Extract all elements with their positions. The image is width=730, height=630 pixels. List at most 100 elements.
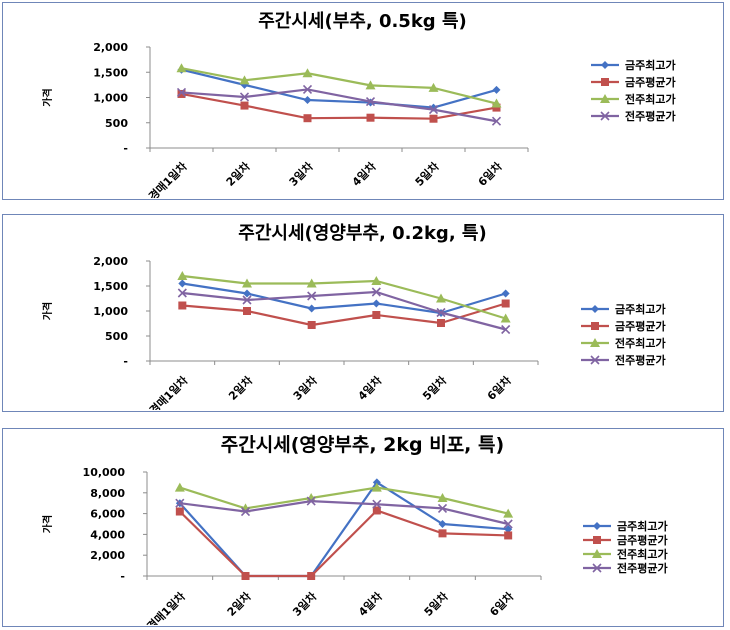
x-tick-label: 4일차 [355, 589, 385, 619]
legend-item: 전주최고가 [591, 92, 676, 106]
data-point [491, 116, 502, 126]
series-3 [177, 271, 511, 323]
series-2 [177, 89, 501, 123]
data-point [372, 506, 381, 515]
x-tick-label: 3일차 [286, 159, 316, 189]
y-tick-label: 1,500 [93, 280, 128, 293]
data-point [366, 113, 375, 122]
data-point [307, 304, 316, 313]
data-point [492, 103, 501, 112]
legend-item: 금주평균가 [591, 75, 676, 89]
legend-marker [600, 111, 610, 121]
data-point [491, 98, 502, 108]
legend-marker [592, 549, 602, 558]
x-tick-label: 5일차 [421, 589, 451, 619]
x-tick-label: 4일차 [349, 159, 379, 189]
legend-label: 전주최고가 [625, 92, 676, 106]
legend-marker [591, 322, 599, 330]
data-point [307, 572, 316, 580]
y-tick-label: 500 [105, 330, 128, 343]
series-2 [178, 299, 510, 329]
series-4 [177, 287, 511, 335]
x-tick-label: 6일차 [475, 159, 505, 189]
data-point [177, 288, 187, 298]
data-point [501, 324, 511, 335]
y-tick-label: 2,000 [93, 41, 128, 54]
y-tick-label: - [123, 355, 128, 368]
legend-label: 전주최고가 [617, 547, 668, 561]
data-point [241, 572, 250, 580]
series-line [179, 486, 509, 515]
series-line [179, 481, 509, 578]
data-point [437, 493, 448, 502]
legend-marker [600, 94, 610, 103]
legend-marker [592, 563, 602, 573]
chart-svg: 주간시세(영양부추, 0.2kg, 특) - 500 1,000 1,500 2,000 가… [41, 223, 666, 410]
data-point [438, 520, 447, 528]
x-tick-label: 4일차 [355, 373, 385, 403]
chart-title: 주간시세(부추, 0.5kg 특) [258, 11, 467, 32]
legend-item: 전주평균가 [581, 353, 666, 367]
series-line [179, 509, 509, 578]
y-tick-label: 4,000 [90, 528, 125, 541]
legend-item: 전주최고가 [583, 547, 668, 561]
legend-label: 금주평균가 [617, 533, 668, 547]
chart-title: 주간시세(영양부추, 2kg 비포, 특) [221, 434, 504, 456]
data-point [302, 68, 313, 78]
data-point [176, 87, 187, 98]
chart-panel-2: 주간시세(영양부추, 0.2kg, 특) - 500 1,000 1,500 2,000 가… [2, 214, 724, 412]
data-point [372, 478, 381, 487]
x-tick-label: 2일차 [224, 589, 254, 619]
x-tick-label: 2일차 [225, 373, 255, 403]
data-point [242, 295, 252, 305]
x-tick-label: 경매1일차 [146, 159, 191, 198]
data-point [175, 507, 184, 516]
data-point [371, 287, 381, 297]
data-point [436, 307, 446, 318]
data-point [306, 496, 316, 506]
series-4 [176, 84, 502, 126]
series-line [181, 68, 497, 109]
legend-label: 금주최고가 [625, 58, 676, 72]
x-tick-label: 5일차 [419, 373, 449, 403]
data-point [240, 506, 251, 517]
data-point [239, 92, 250, 102]
data-point [243, 307, 251, 315]
y-axis-label: 가격 [41, 88, 54, 106]
legend-marker [593, 522, 601, 530]
data-point [372, 299, 381, 308]
data-point [307, 321, 316, 329]
x-tick-label: 3일차 [290, 373, 320, 403]
data-point [365, 96, 376, 107]
legend-item: 금주최고가 [583, 519, 668, 533]
data-point [178, 279, 187, 288]
data-point [302, 84, 313, 94]
chart-svg: 주간시세(부추, 0.5kg 특) - 500 1,000 1,500 2,000 가격경매… [41, 11, 676, 198]
y-tick-label: - [123, 142, 128, 155]
data-point [492, 85, 501, 94]
legend-label: 금주평균가 [625, 75, 676, 89]
series-line [181, 92, 497, 120]
data-point [176, 63, 187, 73]
data-point [503, 519, 513, 529]
series-line [181, 67, 497, 105]
data-point [436, 293, 446, 303]
data-point [175, 498, 185, 508]
data-point [503, 508, 514, 518]
x-tick-label: 6일차 [487, 589, 517, 619]
series-line [179, 500, 509, 526]
x-tick-label: 6일차 [484, 373, 514, 403]
data-point [428, 105, 439, 115]
legend-item: 금주최고가 [581, 302, 666, 316]
legend-marker [601, 61, 609, 69]
series-2 [175, 506, 513, 580]
y-tick-label: - [120, 570, 125, 583]
data-point [504, 525, 513, 534]
y-tick-label: 8,000 [90, 487, 125, 500]
data-point [371, 276, 382, 285]
series-line [182, 282, 506, 315]
x-tick-label: 경매1일차 [144, 589, 189, 625]
legend-marker [591, 305, 599, 313]
